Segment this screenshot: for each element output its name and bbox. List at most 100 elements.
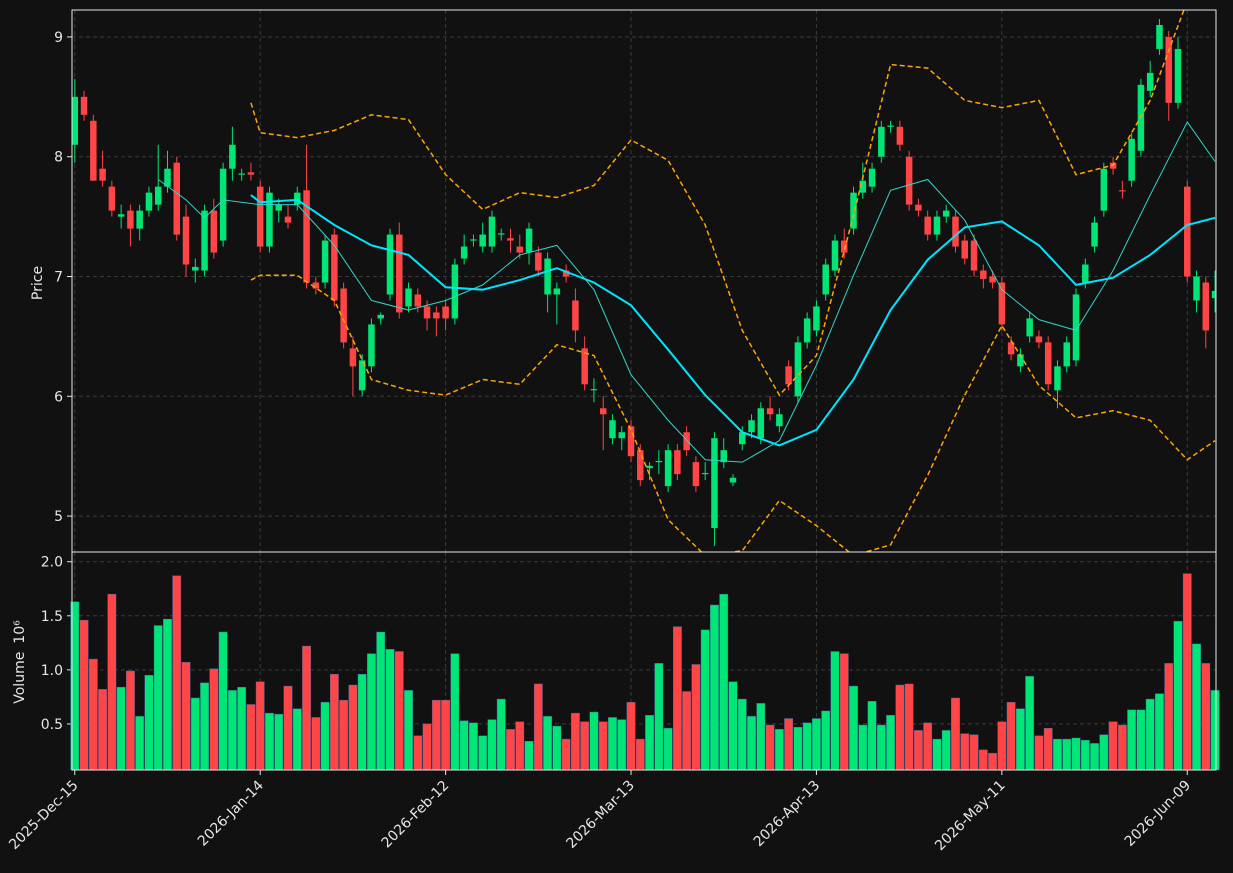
volume-bar (1164, 663, 1174, 771)
volume-bar (404, 690, 413, 771)
candle-body (887, 125, 894, 127)
volume-bar (515, 721, 525, 771)
candle-body (942, 210, 950, 217)
candle-body (525, 228, 533, 253)
volume-bar (1136, 709, 1146, 771)
candle-body (433, 312, 440, 319)
volume-bar (450, 653, 460, 771)
candle-body (1007, 342, 1015, 355)
volume-bar (645, 715, 654, 771)
volume-bar (163, 618, 172, 771)
volume-bar (1071, 737, 1081, 771)
volume-bar (1127, 709, 1137, 771)
volume-bar (126, 670, 135, 771)
volume-bar (589, 711, 599, 771)
candle-body (164, 168, 171, 187)
candle-body (1193, 276, 1200, 301)
candle-body (850, 192, 857, 229)
candle-body (618, 432, 625, 439)
candle-body (683, 432, 690, 451)
candle-body (1100, 168, 1108, 211)
overlay-line (250, 10, 1185, 397)
volume-bar (441, 699, 450, 771)
volume-bar (571, 712, 580, 771)
candle-body (701, 472, 709, 475)
candle-body (692, 462, 700, 487)
volume-bar (469, 722, 478, 771)
candle-body (961, 240, 969, 259)
volume-bar (413, 735, 423, 771)
candle-body (980, 270, 987, 279)
candle-body (1072, 294, 1080, 361)
candle-body (368, 324, 375, 367)
candle-body (766, 408, 774, 415)
volume-bar (506, 729, 515, 771)
candle-body (229, 144, 236, 169)
candle-body (952, 216, 959, 247)
y-tick-label: 9 (54, 30, 63, 46)
volume-bar (561, 738, 571, 771)
volume-bar (598, 721, 608, 771)
volume-bar (812, 718, 821, 771)
volume-bar (1080, 739, 1090, 771)
volume-bar (1192, 643, 1201, 771)
candle-body (256, 186, 264, 247)
volume-bar (200, 682, 209, 771)
candle-body (748, 420, 755, 433)
candle-body (497, 233, 505, 235)
candle-body (915, 204, 922, 211)
volume-bar (969, 734, 979, 771)
volume-bar (153, 625, 163, 771)
volume-bar (608, 717, 617, 771)
candle-body (581, 348, 588, 385)
candle-body (998, 282, 1006, 325)
candle-body (358, 360, 366, 391)
candle-body (154, 186, 162, 205)
volume-bar (320, 702, 330, 771)
volume-bar (116, 686, 126, 771)
candle-body (553, 288, 561, 295)
volume-bar (1043, 728, 1053, 771)
candle-body (896, 126, 904, 145)
volume-bar (292, 708, 302, 771)
candle-body (535, 252, 542, 271)
volume-bar (784, 718, 793, 771)
volume-bar (348, 684, 358, 771)
candle-body (312, 282, 320, 289)
volume-bar (385, 649, 395, 771)
volume-bar (543, 716, 552, 771)
volume-bar (422, 723, 432, 771)
candle-body (1017, 354, 1024, 367)
candle-body (776, 414, 783, 427)
volume-bar (88, 658, 98, 771)
candle-body (1184, 186, 1191, 277)
candle-body (1026, 318, 1033, 337)
candle-body (340, 288, 347, 343)
volume-bar (904, 683, 914, 771)
volume-bar (774, 729, 784, 771)
volume-bar (1173, 621, 1183, 771)
volume-frame (71, 551, 1217, 771)
volume-bar (997, 721, 1007, 771)
candle-body (831, 240, 839, 271)
volume-bar (339, 699, 349, 771)
candle-body (1211, 290, 1216, 299)
volume-bar (107, 593, 117, 771)
volume-bar (858, 724, 868, 771)
volume-bar (394, 651, 404, 771)
candle-body (878, 126, 885, 157)
volume-bar (849, 685, 858, 771)
candle-body (674, 450, 681, 475)
candle-body (813, 306, 820, 331)
candle-body (192, 266, 199, 271)
volume-bar (1201, 663, 1211, 771)
candle-body (1091, 222, 1098, 247)
volume-bar (552, 725, 562, 771)
candle-body (803, 318, 811, 343)
candle-body (386, 234, 394, 295)
candle-body (117, 214, 125, 217)
volume-bar (626, 702, 636, 771)
volume-bar (1108, 721, 1118, 771)
candle-body (99, 168, 106, 181)
